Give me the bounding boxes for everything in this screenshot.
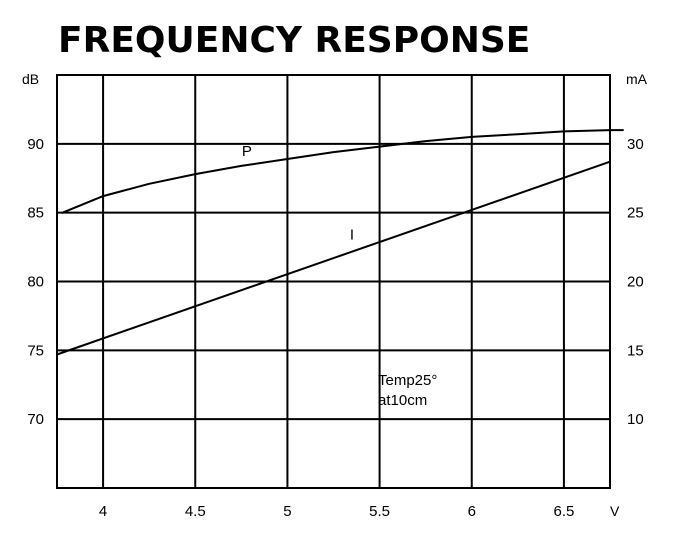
y-tick-label-left: 70 — [27, 411, 44, 428]
plot-frame — [56, 74, 611, 489]
y-axis-unit-right: mA — [626, 71, 648, 87]
y-tick-label-left: 80 — [27, 274, 44, 291]
series-label-p: P — [242, 143, 252, 160]
y-tick-label-right: 15 — [627, 342, 644, 359]
series-layer — [56, 129, 624, 356]
chart-title: FREQUENCY RESPONSE — [58, 20, 530, 61]
y-tick-label-right: 10 — [627, 411, 644, 428]
grid — [57, 75, 610, 488]
y-tick-label-left: 75 — [27, 342, 44, 359]
y-tick-label-right: 25 — [627, 205, 644, 222]
y-axis-unit-left: dB — [22, 71, 39, 87]
x-tick-label: 6 — [468, 503, 476, 520]
axis-labels: 4 4.5 5 5.5 6 6.5 90 85 80 75 70 30 25 20 15 10 P I — [27, 136, 643, 520]
series-line-i — [56, 160, 611, 356]
y-tick-label-right: 30 — [627, 136, 644, 153]
x-tick-label: 5 — [283, 503, 291, 520]
annotation-temperature: Temp25° — [378, 372, 437, 389]
x-tick-label: 4 — [99, 503, 107, 520]
x-tick-label: 6.5 — [553, 503, 574, 520]
y-tick-label-left: 90 — [27, 136, 44, 153]
x-axis-unit: V — [610, 503, 620, 519]
series-line-p — [61, 129, 624, 214]
y-tick-label-left: 85 — [27, 205, 44, 222]
y-tick-label-right: 20 — [627, 274, 644, 291]
x-tick-label: 5.5 — [369, 503, 390, 520]
x-tick-label: 4.5 — [185, 503, 206, 520]
series-label-i: I — [350, 227, 354, 244]
annotation-distance: at10cm — [378, 392, 427, 409]
